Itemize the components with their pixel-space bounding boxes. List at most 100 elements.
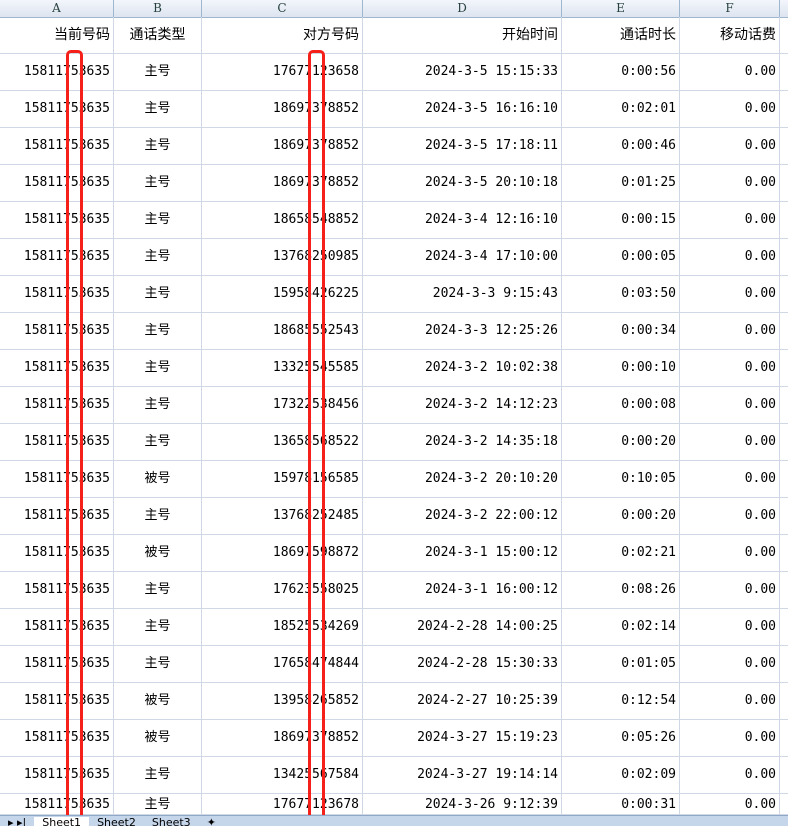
- cell[interactable]: [780, 165, 788, 201]
- cell[interactable]: 15958426225: [202, 276, 363, 312]
- cell[interactable]: 0:02:01: [562, 91, 680, 127]
- cell[interactable]: [780, 128, 788, 164]
- cell[interactable]: 15811753635: [0, 239, 114, 275]
- cell[interactable]: 主号: [114, 91, 202, 127]
- cell[interactable]: [780, 609, 788, 645]
- cell[interactable]: [780, 387, 788, 423]
- cell[interactable]: 2024-3-5 16:16:10: [363, 91, 562, 127]
- cell[interactable]: 2024-3-4 17:10:00: [363, 239, 562, 275]
- cell[interactable]: 2024-3-1 15:00:12: [363, 535, 562, 571]
- sheet-tab-3[interactable]: Sheet3: [151, 816, 191, 826]
- cell[interactable]: 13325545585: [202, 350, 363, 386]
- cell[interactable]: 15978156585: [202, 461, 363, 497]
- cell[interactable]: 17677123658: [202, 54, 363, 90]
- sheet-nav-icon[interactable]: ▸ ▸|: [8, 816, 27, 826]
- cell[interactable]: 13958265852: [202, 683, 363, 719]
- cell[interactable]: [780, 461, 788, 497]
- cell[interactable]: 15811753635: [0, 572, 114, 608]
- cell[interactable]: 2024-2-28 15:30:33: [363, 646, 562, 682]
- cell[interactable]: 0.00: [680, 572, 780, 608]
- cell[interactable]: 主号: [114, 794, 202, 815]
- cell[interactable]: 被号: [114, 535, 202, 571]
- cell[interactable]: 主号: [114, 387, 202, 423]
- cell[interactable]: 主号: [114, 276, 202, 312]
- cell[interactable]: 13768250985: [202, 239, 363, 275]
- cell[interactable]: 主号: [114, 239, 202, 275]
- cell[interactable]: 0:00:05: [562, 239, 680, 275]
- cell[interactable]: 主号: [114, 54, 202, 90]
- cell[interactable]: 0.00: [680, 535, 780, 571]
- cell[interactable]: 2024-3-2 14:35:18: [363, 424, 562, 460]
- cell[interactable]: 2024-2-28 14:00:25: [363, 609, 562, 645]
- cell[interactable]: 0:01:25: [562, 165, 680, 201]
- cell[interactable]: 15811753635: [0, 424, 114, 460]
- cell[interactable]: 17623558025: [202, 572, 363, 608]
- cell[interactable]: 0:00:56: [562, 54, 680, 90]
- cell[interactable]: 主号: [114, 757, 202, 793]
- cell[interactable]: [780, 17, 788, 53]
- cell[interactable]: [780, 720, 788, 756]
- cell[interactable]: 2024-3-3 9:15:43: [363, 276, 562, 312]
- cell[interactable]: 18658548852: [202, 202, 363, 238]
- cell[interactable]: 15811753635: [0, 313, 114, 349]
- cell[interactable]: 17322538456: [202, 387, 363, 423]
- cell[interactable]: 通话类型: [114, 17, 202, 53]
- cell[interactable]: 主号: [114, 202, 202, 238]
- cell[interactable]: 0.00: [680, 276, 780, 312]
- cell[interactable]: 15811753635: [0, 720, 114, 756]
- cell[interactable]: 0.00: [680, 128, 780, 164]
- cell[interactable]: 通话时长: [562, 17, 680, 53]
- cell[interactable]: 0:03:50: [562, 276, 680, 312]
- cell[interactable]: 15811753635: [0, 350, 114, 386]
- cell[interactable]: 0:01:05: [562, 646, 680, 682]
- cell[interactable]: 2024-3-4 12:16:10: [363, 202, 562, 238]
- cell[interactable]: 0.00: [680, 54, 780, 90]
- cell[interactable]: 18697598872: [202, 535, 363, 571]
- cell[interactable]: 15811753635: [0, 757, 114, 793]
- insert-sheet-icon[interactable]: ✦: [206, 816, 216, 826]
- cell[interactable]: 18685552543: [202, 313, 363, 349]
- cell[interactable]: 0.00: [680, 387, 780, 423]
- cell[interactable]: [780, 535, 788, 571]
- cell[interactable]: 0.00: [680, 424, 780, 460]
- cell[interactable]: 2024-3-27 15:19:23: [363, 720, 562, 756]
- cell[interactable]: 15811753635: [0, 387, 114, 423]
- cell[interactable]: [780, 91, 788, 127]
- column-header[interactable]: A: [0, 0, 114, 17]
- cell[interactable]: [780, 646, 788, 682]
- cell[interactable]: [780, 276, 788, 312]
- cell[interactable]: 15811753635: [0, 54, 114, 90]
- cell[interactable]: 0:00:08: [562, 387, 680, 423]
- cell[interactable]: 0:00:31: [562, 794, 680, 815]
- cell[interactable]: 15811753635: [0, 646, 114, 682]
- cell[interactable]: 0:00:10: [562, 350, 680, 386]
- column-header[interactable]: [780, 0, 788, 17]
- cell[interactable]: 0:00:46: [562, 128, 680, 164]
- cell[interactable]: 13768252485: [202, 498, 363, 534]
- cell[interactable]: 对方号码: [202, 17, 363, 53]
- cell[interactable]: [780, 424, 788, 460]
- cell[interactable]: 2024-2-27 10:25:39: [363, 683, 562, 719]
- cell[interactable]: 2024-3-26 9:12:39: [363, 794, 562, 815]
- cell[interactable]: 移动话费: [680, 17, 780, 53]
- cell[interactable]: 0:02:09: [562, 757, 680, 793]
- cell[interactable]: 0:00:34: [562, 313, 680, 349]
- cell[interactable]: 0:12:54: [562, 683, 680, 719]
- cell[interactable]: 被号: [114, 720, 202, 756]
- cell[interactable]: 17658474844: [202, 646, 363, 682]
- cell[interactable]: 0:00:15: [562, 202, 680, 238]
- cell[interactable]: 0.00: [680, 165, 780, 201]
- cell[interactable]: 0.00: [680, 683, 780, 719]
- cell[interactable]: 18697378852: [202, 91, 363, 127]
- cell[interactable]: 0.00: [680, 202, 780, 238]
- cell[interactable]: 15811753635: [0, 609, 114, 645]
- cell[interactable]: 开始时间: [363, 17, 562, 53]
- cell[interactable]: 主号: [114, 646, 202, 682]
- cell[interactable]: 2024-3-2 10:02:38: [363, 350, 562, 386]
- cell[interactable]: 主号: [114, 498, 202, 534]
- cell[interactable]: 被号: [114, 461, 202, 497]
- cell[interactable]: [780, 202, 788, 238]
- cell[interactable]: 当前号码: [0, 17, 114, 53]
- cell[interactable]: 13425567584: [202, 757, 363, 793]
- cell[interactable]: 15811753635: [0, 683, 114, 719]
